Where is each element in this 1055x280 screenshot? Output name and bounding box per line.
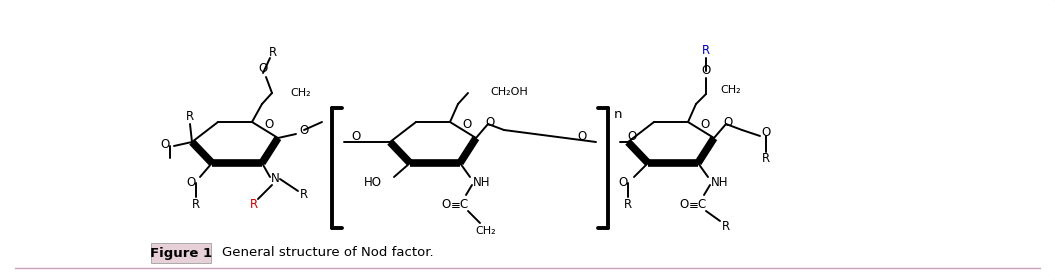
Text: O: O <box>441 199 450 211</box>
Text: NH: NH <box>711 176 729 190</box>
Text: R: R <box>702 45 710 57</box>
Text: O: O <box>462 118 472 130</box>
Text: General structure of Nod factor.: General structure of Nod factor. <box>222 246 434 260</box>
FancyBboxPatch shape <box>151 243 211 263</box>
Text: R: R <box>192 199 200 211</box>
Text: O: O <box>265 118 273 130</box>
Text: O: O <box>351 130 361 143</box>
Text: O: O <box>485 115 495 129</box>
Text: O: O <box>187 176 196 190</box>
Text: O: O <box>628 130 636 143</box>
Text: N: N <box>271 171 280 185</box>
Text: O: O <box>701 118 710 130</box>
Text: ≡: ≡ <box>452 199 461 211</box>
Text: CH₂: CH₂ <box>720 85 741 95</box>
Text: R: R <box>269 45 277 59</box>
Text: C: C <box>697 199 706 211</box>
Text: R: R <box>722 221 730 234</box>
Text: CH₂: CH₂ <box>476 226 496 236</box>
Text: O: O <box>300 123 309 137</box>
Text: ≡: ≡ <box>689 199 698 211</box>
Text: O: O <box>762 125 770 139</box>
Text: R: R <box>300 188 308 202</box>
Text: O: O <box>724 115 732 129</box>
Text: O: O <box>702 64 711 78</box>
Text: O: O <box>618 176 628 190</box>
Text: R: R <box>624 199 632 211</box>
Text: Figure 1: Figure 1 <box>150 246 212 260</box>
Text: CH₂: CH₂ <box>290 88 310 98</box>
Text: R: R <box>250 199 258 211</box>
Text: O: O <box>577 130 587 143</box>
Text: CH₂OH: CH₂OH <box>490 87 528 97</box>
Text: C: C <box>460 199 468 211</box>
Text: R: R <box>762 151 770 165</box>
Text: n: n <box>614 108 622 120</box>
Text: R: R <box>186 111 194 123</box>
Text: O: O <box>258 62 268 76</box>
Text: NH: NH <box>474 176 491 190</box>
Text: O: O <box>160 137 170 151</box>
Text: O: O <box>679 199 689 211</box>
Text: HO: HO <box>364 176 382 190</box>
